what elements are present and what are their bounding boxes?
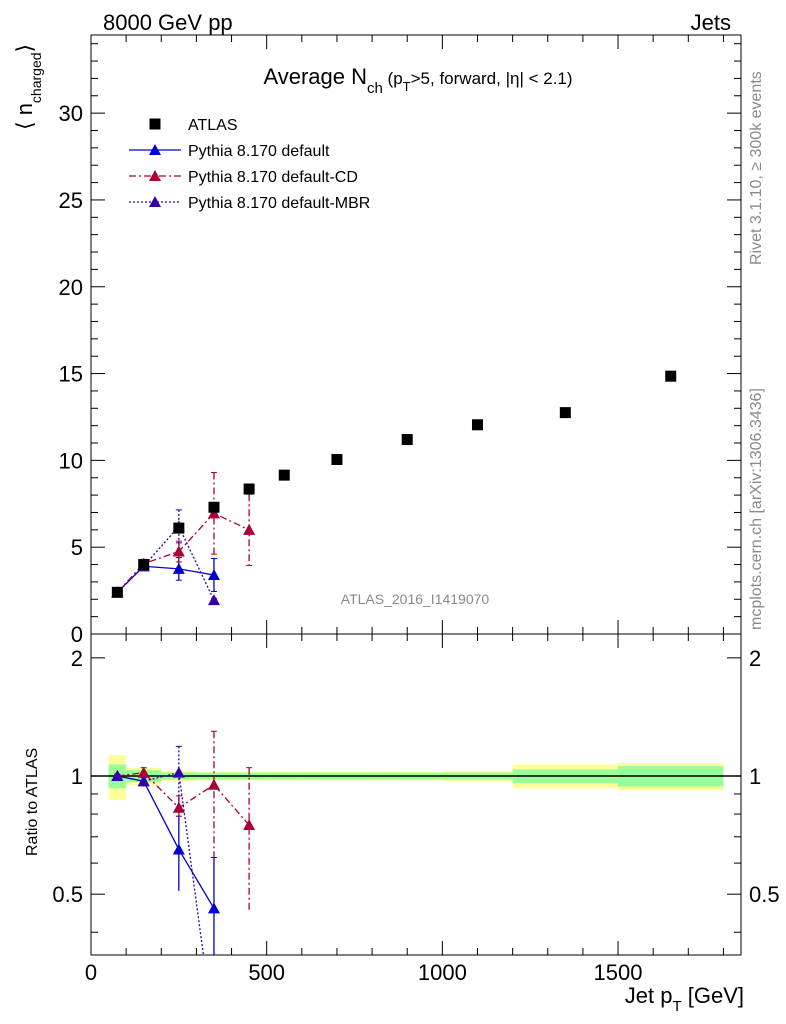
ratio-point xyxy=(207,778,220,790)
legend-entry: Pythia 8.170 default-CD xyxy=(129,169,358,186)
legend-entry: Pythia 8.170 default-MBR xyxy=(129,195,370,212)
data-point xyxy=(172,562,185,574)
atlas-data-point xyxy=(665,370,677,382)
ratio-point xyxy=(172,801,185,813)
data-point xyxy=(207,568,220,580)
ratio-line xyxy=(117,771,205,956)
y-tick-label-ratio: 2 xyxy=(71,646,83,671)
category-label: Jets xyxy=(691,10,731,35)
atlas-data-point xyxy=(208,501,220,513)
series-ratio-3 xyxy=(111,745,205,956)
ratio-panel-frame xyxy=(90,633,742,956)
atlas-data-point xyxy=(111,586,123,598)
y-tick-label-top: 15 xyxy=(59,362,83,387)
series-line xyxy=(116,525,215,601)
legend-marker xyxy=(149,196,161,207)
legend-entry: Pythia 8.170 default xyxy=(129,143,330,160)
legend-marker xyxy=(149,170,161,181)
series-line xyxy=(116,565,215,593)
legend-label: Pythia 8.170 default-CD xyxy=(188,169,358,186)
reference-bands xyxy=(108,755,724,800)
legend-marker xyxy=(149,144,161,155)
analysis-watermark: ATLAS_2016_I1419070 xyxy=(341,591,490,607)
ratio-point xyxy=(243,819,256,831)
ratio-point xyxy=(111,770,124,782)
ratio-point xyxy=(137,775,150,787)
y-axis-label-bottom: Ratio to ATLAS xyxy=(24,748,41,856)
rivet-version-text: Rivet 3.1.10, ≥ 300k events xyxy=(748,71,765,265)
x-axis-label: Jet pT [GeV] xyxy=(625,983,744,1015)
y-tick-label-top: 20 xyxy=(59,275,83,300)
y-tick-label-ratio: 0.5 xyxy=(52,882,83,907)
data-point xyxy=(172,545,185,557)
series-atlas xyxy=(111,370,677,598)
atlas-data-point xyxy=(278,469,290,481)
axes: 0 5 10 15 20 25 30 0 500 1000 1500 0.5 0.5 1 1 2 2 xyxy=(52,34,780,985)
data-point xyxy=(207,507,220,519)
legend-label: ATLAS xyxy=(188,117,238,134)
atlas-data-point xyxy=(331,454,343,466)
y-axis-label-top: ⟨ ncharged⟩ xyxy=(12,44,44,130)
atlas-data-point xyxy=(471,419,483,431)
legend-label: Pythia 8.170 default xyxy=(188,143,330,160)
series-top-3 xyxy=(111,509,220,606)
y-tick-label-ratio-right: 0.5 xyxy=(749,882,780,907)
ratio-point xyxy=(207,902,220,914)
y-tick-label-ratio: 1 xyxy=(71,764,83,789)
y-tick-label-top: 5 xyxy=(71,535,83,560)
series-top-2 xyxy=(111,472,256,598)
atlas-data-point xyxy=(401,434,413,446)
ratio-point xyxy=(137,766,150,778)
data-series xyxy=(111,370,677,956)
atlas-data-point xyxy=(559,407,571,419)
legend: ATLAS Pythia 8.170 default Pythia 8.170 de… xyxy=(129,117,370,212)
ratio-point xyxy=(172,766,185,778)
plot-title: Average Nch (pT>5, forward, |η| < 2.1) xyxy=(263,64,572,97)
mcplots-credit-text: mcplots.cern.ch [arXiv:1306.3436] xyxy=(748,388,765,630)
series-ratio-1 xyxy=(111,770,220,955)
atlas-data-point xyxy=(173,522,185,534)
x-tick-label: 0 xyxy=(85,960,97,985)
series-top-1 xyxy=(111,557,220,598)
data-point xyxy=(207,594,220,606)
x-tick-label: 1000 xyxy=(418,960,467,985)
y-tick-label-ratio-right: 2 xyxy=(749,646,761,671)
energy-label: 8000 GeV pp xyxy=(103,10,233,35)
atlas-data-point xyxy=(138,559,150,571)
x-tick-label: 500 xyxy=(248,960,285,985)
series-ratio-2 xyxy=(111,730,256,913)
y-tick-label-top: 30 xyxy=(59,101,83,126)
x-tick-label: 1500 xyxy=(594,960,643,985)
legend-marker xyxy=(149,118,161,130)
y-tick-label-top: 0 xyxy=(71,622,83,647)
y-tick-label-top: 25 xyxy=(59,188,83,213)
y-tick-label-top: 10 xyxy=(59,448,83,473)
legend-label: Pythia 8.170 default-MBR xyxy=(188,195,370,212)
atlas-data-point xyxy=(243,483,255,495)
legend-entry: ATLAS xyxy=(149,117,238,134)
data-point xyxy=(243,523,256,535)
y-tick-label-ratio-right: 1 xyxy=(749,764,761,789)
ratio-line xyxy=(117,775,215,909)
ratio-point xyxy=(172,843,185,855)
